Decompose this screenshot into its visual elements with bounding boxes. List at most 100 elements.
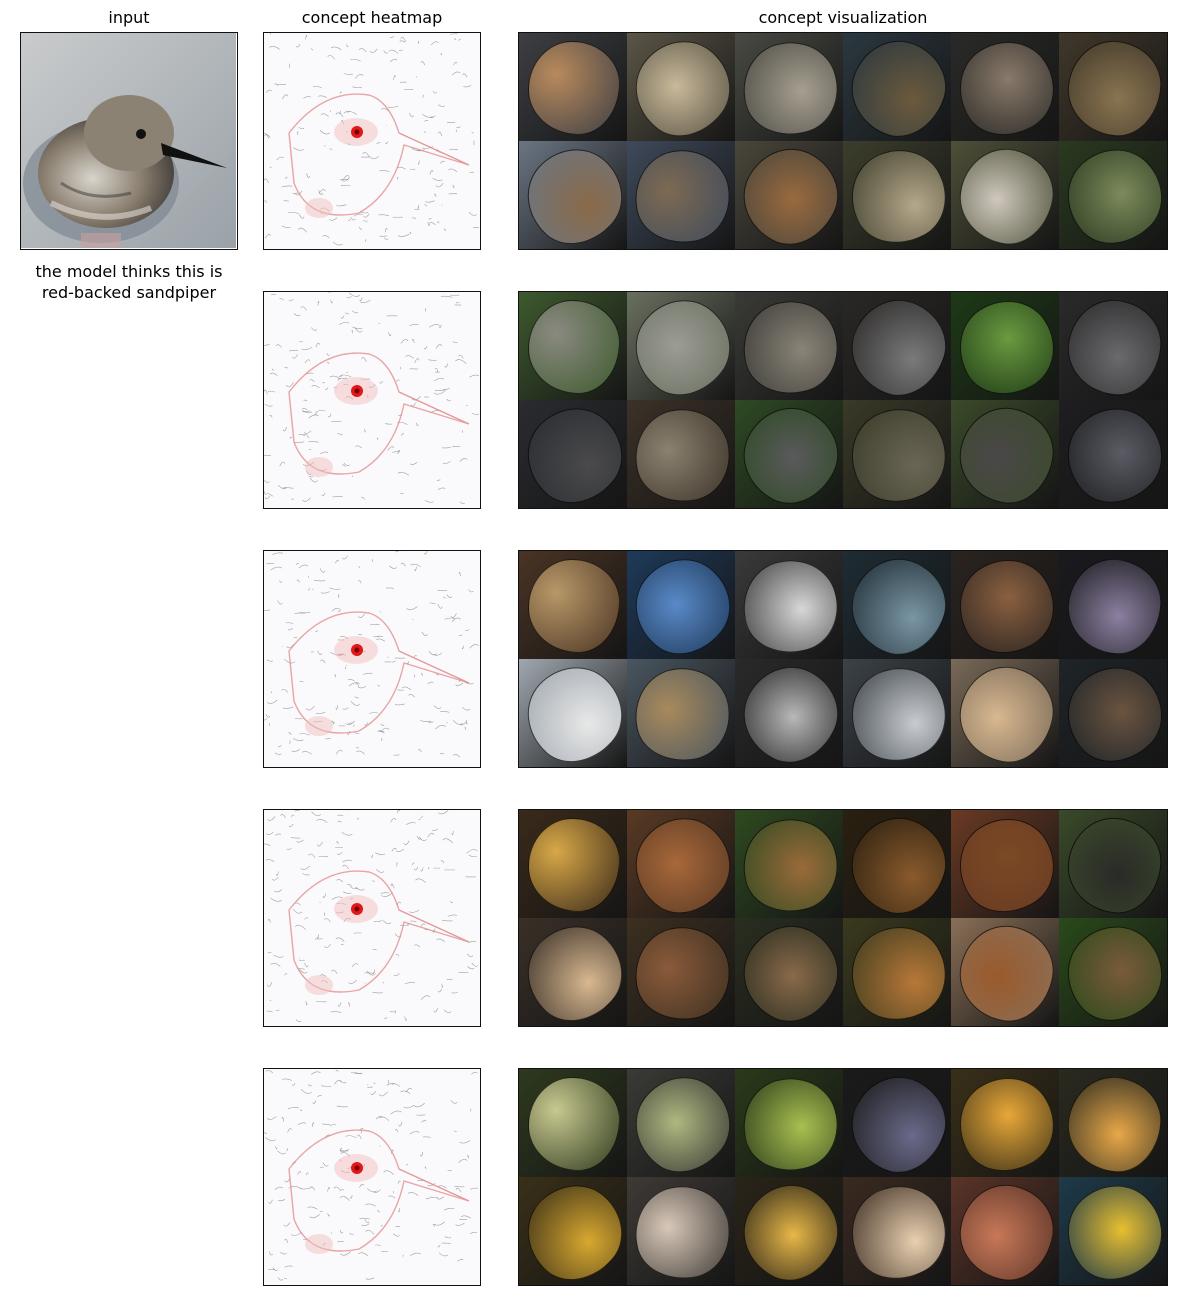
concept-region-highlight <box>735 292 843 400</box>
concept-example-tile <box>1059 33 1167 141</box>
heatmap-render <box>264 33 479 248</box>
concept-heatmap <box>263 1068 481 1286</box>
concept-example-tile <box>519 810 627 918</box>
concept-example-tile <box>843 33 951 141</box>
concept-region-highlight <box>843 292 951 400</box>
concept-region-highlight <box>843 659 951 767</box>
concept-region-highlight <box>951 810 1059 918</box>
concept-example-tile <box>627 918 735 1026</box>
concept-region-highlight <box>1059 918 1167 1026</box>
concept-region-highlight <box>527 558 621 654</box>
concept-region-highlight <box>1059 400 1167 508</box>
concept-heatmap <box>263 32 481 250</box>
concept-visualization-grid <box>518 291 1168 509</box>
concept-visualization-grid <box>518 1068 1168 1286</box>
concept-visualization-grid <box>518 550 1168 768</box>
prediction-caption: the model thinks this is red-backed sand… <box>10 261 248 303</box>
concept-region-highlight <box>843 400 951 508</box>
concept-region-highlight <box>843 1069 951 1177</box>
concept-example-tile <box>519 551 627 659</box>
concept-region-highlight <box>735 659 843 767</box>
concept-example-tile <box>627 810 735 918</box>
concept-example-tile <box>735 659 843 767</box>
concept-example-tile <box>951 141 1059 249</box>
concept-example-tile <box>843 659 951 767</box>
concept-region-highlight <box>735 141 843 249</box>
concept-example-tile <box>951 33 1059 141</box>
concept-region-highlight <box>627 659 735 767</box>
concept-region-highlight <box>527 299 621 395</box>
concept-example-tile <box>1059 810 1167 918</box>
concept-example-tile <box>519 918 627 1026</box>
caption-line-1: the model thinks this is <box>35 262 223 281</box>
concept-example-tile <box>735 141 843 249</box>
concept-region-highlight <box>1059 659 1167 767</box>
concept-example-tile <box>627 33 735 141</box>
concept-example-tile <box>627 659 735 767</box>
concept-region-highlight <box>627 33 735 141</box>
concept-example-tile <box>735 33 843 141</box>
concept-region-highlight <box>843 551 951 659</box>
concept-region-highlight <box>1063 554 1165 658</box>
concept-region-highlight <box>1059 1177 1167 1285</box>
concept-region-highlight <box>843 141 951 249</box>
concept-region-highlight <box>952 400 1059 508</box>
concept-example-tile <box>735 918 843 1026</box>
concept-region-highlight <box>735 33 843 141</box>
concept-visualization-grid <box>518 32 1168 250</box>
concept-example-tile <box>843 1069 951 1177</box>
concept-example-tile <box>1059 1069 1167 1177</box>
concept-example-tile <box>519 292 627 400</box>
concept-region-highlight <box>952 141 1059 249</box>
concept-example-tile <box>735 400 843 508</box>
concept-example-tile <box>519 1069 627 1177</box>
concept-region-highlight <box>952 1177 1059 1285</box>
concept-example-tile <box>735 1177 843 1285</box>
concept-example-tile <box>951 810 1059 918</box>
concept-region-highlight <box>952 918 1059 1026</box>
concept-region-highlight <box>843 810 951 918</box>
concept-region-highlight <box>527 817 621 913</box>
concept-example-tile <box>627 400 735 508</box>
concept-region-highlight <box>1063 813 1165 917</box>
concept-region-highlight <box>627 400 735 508</box>
concept-example-tile <box>843 810 951 918</box>
concept-region-highlight <box>627 1069 735 1177</box>
concept-example-tile <box>735 292 843 400</box>
concept-region-highlight <box>1063 36 1165 140</box>
concept-example-tile <box>1059 659 1167 767</box>
concept-example-tile <box>627 1177 735 1285</box>
concept-heatmap <box>263 809 481 1027</box>
concept-region-highlight <box>735 551 843 659</box>
concept-example-tile <box>1059 141 1167 249</box>
visualization-column-title: concept visualization <box>758 8 928 27</box>
concept-visualization-grid <box>518 809 1168 1027</box>
concept-example-tile <box>951 551 1059 659</box>
concept-example-tile <box>519 400 627 508</box>
concept-example-tile <box>627 551 735 659</box>
concept-heatmap <box>263 291 481 509</box>
concept-example-tile <box>1059 1177 1167 1285</box>
input-image <box>20 32 238 250</box>
concept-region-highlight <box>519 659 627 767</box>
concept-region-highlight <box>1063 295 1165 399</box>
concept-example-tile <box>951 659 1059 767</box>
caption-line-2: red-backed sandpiper <box>41 283 217 302</box>
concept-example-tile <box>735 1069 843 1177</box>
heatmap-render <box>264 551 479 766</box>
concept-region-highlight <box>735 1177 843 1285</box>
concept-region-highlight <box>1059 141 1167 249</box>
concept-region-highlight <box>627 551 735 659</box>
concept-example-tile <box>627 141 735 249</box>
concept-region-highlight <box>735 1069 843 1177</box>
concept-region-highlight <box>952 659 1059 767</box>
concept-region-highlight <box>951 292 1059 400</box>
concept-example-tile <box>843 292 951 400</box>
concept-example-tile <box>951 918 1059 1026</box>
heatmap-column-title: concept heatmap <box>301 8 443 27</box>
concept-example-tile <box>843 400 951 508</box>
concept-region-highlight <box>735 918 843 1026</box>
sandpiper-illustration <box>21 33 236 248</box>
concept-example-tile <box>519 659 627 767</box>
concept-example-tile <box>951 1069 1059 1177</box>
